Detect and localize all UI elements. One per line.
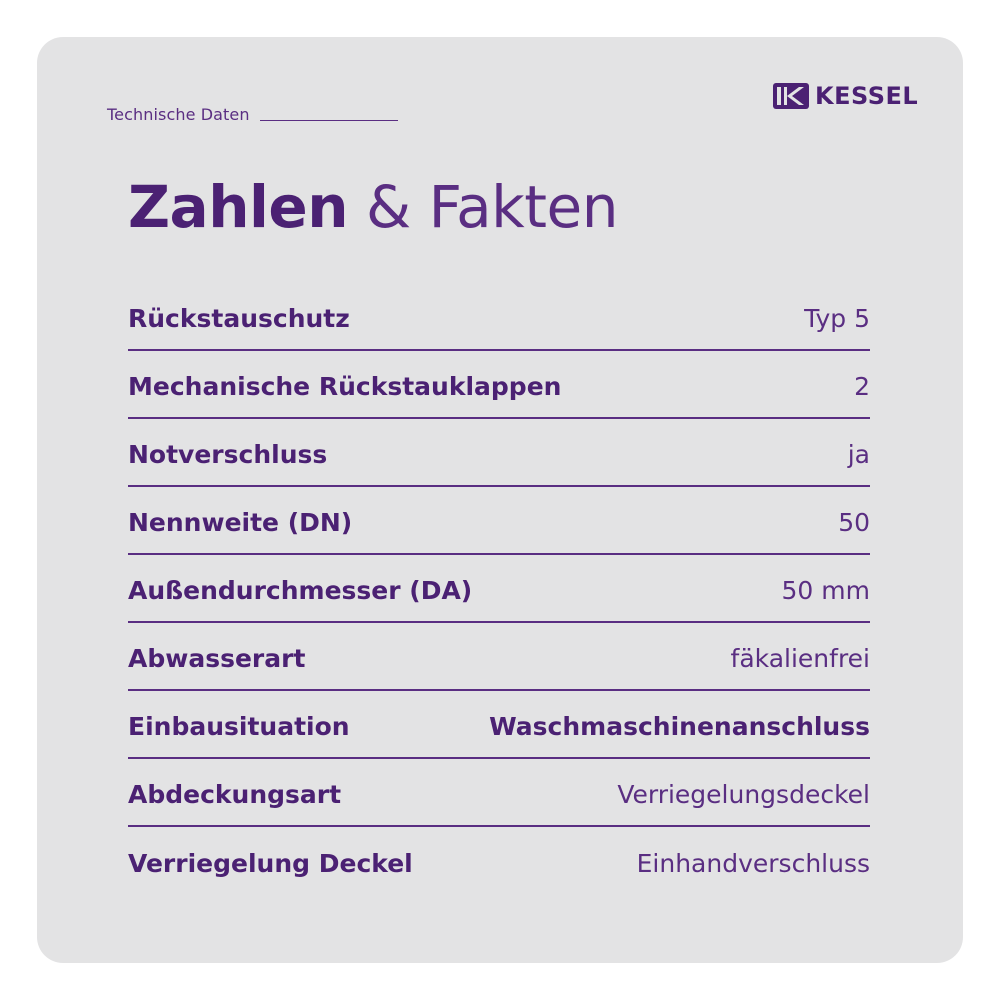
spec-label: Abwasserart (128, 643, 306, 673)
spec-row-einbausituation: Einbausituation Waschmaschinenanschluss (128, 695, 870, 759)
kessel-logo-text: KESSEL (815, 82, 919, 110)
spec-value: Einhandverschluss (636, 848, 870, 878)
spec-label: Rückstauschutz (128, 303, 350, 333)
section-label-rule (259, 119, 398, 122)
spec-label: Einbausituation (128, 711, 350, 741)
spec-label: Außendurchmesser (DA) (128, 575, 473, 605)
spec-row-rueckstauschutz: Rückstauschutz Typ 5 (128, 287, 870, 351)
spec-row-rueckstauklappen: Mechanische Rückstauklappen 2 (128, 355, 870, 419)
spec-table: Rückstauschutz Typ 5 Mechanische Rücksta… (128, 287, 870, 899)
page-title: Zahlen & Fakten (128, 167, 618, 247)
spec-label: Notverschluss (128, 439, 328, 469)
page-title-rest: & Fakten (365, 173, 619, 241)
spec-value: ja (847, 439, 870, 469)
page-title-bold: Zahlen (128, 173, 349, 241)
spec-value: 2 (854, 371, 870, 401)
spec-row-nennweite: Nennweite (DN) 50 (128, 491, 870, 555)
spec-row-notverschluss: Notverschluss ja (128, 423, 870, 487)
spec-label: Verriegelung Deckel (128, 848, 413, 878)
spec-value: Verriegelungsdeckel (617, 779, 870, 809)
spec-label: Nennweite (DN) (128, 507, 353, 537)
spec-value: fäkalienfrei (730, 643, 870, 673)
spec-value: 50 (838, 507, 870, 537)
section-label: Technische Daten (107, 105, 398, 124)
spec-row-abdeckungsart: Abdeckungsart Verriegelungsdeckel (128, 763, 870, 827)
spec-value: Typ 5 (804, 303, 870, 333)
spec-label: Mechanische Rückstauklappen (128, 371, 562, 401)
spec-card: Technische Daten KESSEL Zahlen & Fakten … (37, 37, 963, 963)
spec-row-verriegelung-deckel: Verriegelung Deckel Einhandverschluss (128, 831, 870, 895)
spec-label: Abdeckungsart (128, 779, 342, 809)
spec-row-abwasserart: Abwasserart fäkalienfrei (128, 627, 870, 691)
kessel-logo-icon (773, 83, 809, 109)
spec-value: Waschmaschinenanschluss (489, 711, 870, 741)
spec-value: 50 mm (781, 575, 870, 605)
kessel-logo: KESSEL (773, 82, 918, 110)
spec-row-aussendurchmesser: Außendurchmesser (DA) 50 mm (128, 559, 870, 623)
section-label-text: Technische Daten (107, 105, 250, 124)
